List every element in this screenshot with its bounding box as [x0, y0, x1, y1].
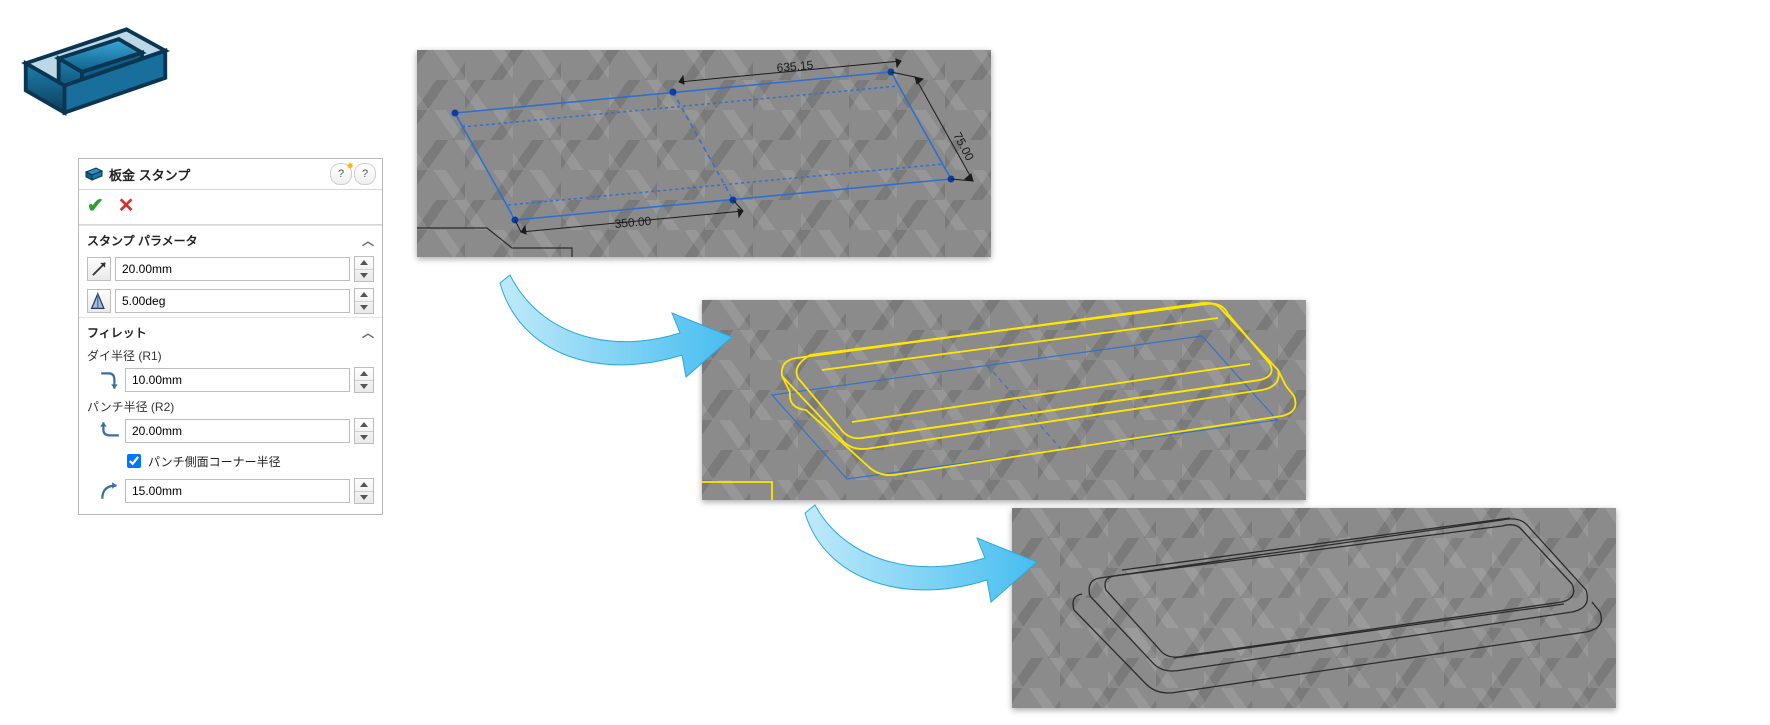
side-corner-input[interactable]: [125, 479, 350, 503]
param-row-draft: [79, 285, 382, 317]
r1-label: ダイ半径 (R1): [79, 345, 382, 364]
flow-arrow-2: [805, 500, 1045, 600]
param-row-r1: [79, 364, 382, 396]
section-title: フィレット: [87, 324, 147, 341]
section-title: スタンプ パラメータ: [87, 232, 198, 249]
side-corner-spinner[interactable]: [354, 478, 374, 504]
cancel-button[interactable]: ✕: [118, 196, 135, 216]
depth-input[interactable]: [115, 257, 350, 281]
side-corner-checkbox-row: パンチ側面コーナー半径: [79, 447, 382, 475]
chevron-up-icon: ︿: [362, 324, 374, 341]
param-row-r2: [79, 415, 382, 447]
reverse-direction-icon[interactable]: [87, 257, 111, 281]
ok-button[interactable]: ✔: [87, 196, 104, 216]
draft-angle-icon[interactable]: [87, 289, 111, 313]
draft-input[interactable]: [115, 289, 350, 313]
help-new-button[interactable]: ?✸: [330, 163, 352, 185]
r1-input[interactable]: [125, 368, 350, 392]
r1-spinner[interactable]: [354, 367, 374, 393]
r2-input[interactable]: [125, 419, 350, 443]
r2-label: パンチ半径 (R2): [79, 396, 382, 415]
stamp-feature-large-icon: [18, 10, 173, 150]
section-header-fillet[interactable]: フィレット ︿: [79, 317, 382, 345]
corner-radius-icon: [99, 480, 121, 502]
help-button[interactable]: ?: [354, 163, 376, 185]
draft-spinner[interactable]: [354, 288, 374, 314]
depth-spinner[interactable]: [354, 256, 374, 282]
stamp-feature-icon: [85, 165, 103, 183]
section-header-params[interactable]: スタンプ パラメータ ︿: [79, 225, 382, 253]
param-row-side-corner: [79, 475, 382, 514]
sketch-viewport: 635.15 350.00 75.00: [417, 50, 991, 257]
die-radius-icon: [99, 369, 121, 391]
r2-spinner[interactable]: [354, 418, 374, 444]
panel-title: 板金 スタンプ: [109, 165, 190, 184]
side-corner-label: パンチ側面コーナー半径: [148, 453, 281, 470]
chevron-up-icon: ︿: [362, 232, 374, 249]
punch-radius-icon: [99, 420, 121, 442]
dim-center: 350.00: [614, 214, 652, 231]
propertymanager-panel: 板金 スタンプ ?✸ ? ✔ ✕ スタンプ パラメータ ︿: [78, 158, 383, 515]
ok-cancel-bar: ✔ ✕: [79, 190, 382, 225]
result-viewport: [1012, 508, 1616, 708]
panel-titlebar: 板金 スタンプ ?✸ ?: [79, 159, 382, 190]
dim-width: 635.15: [776, 58, 814, 75]
param-row-depth: [79, 253, 382, 285]
preview-viewport: [702, 300, 1306, 500]
side-corner-checkbox[interactable]: [127, 454, 141, 468]
